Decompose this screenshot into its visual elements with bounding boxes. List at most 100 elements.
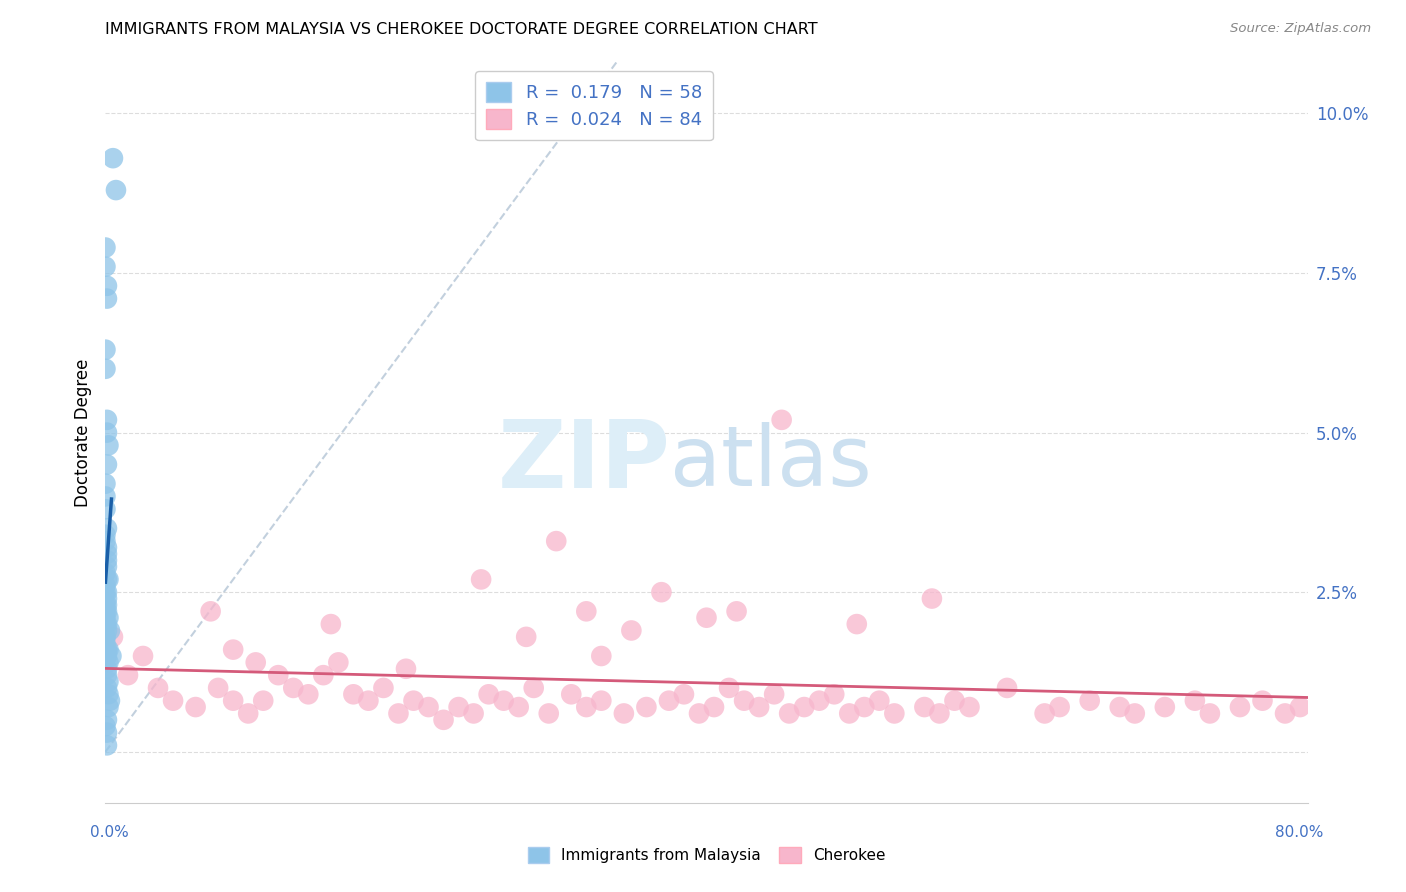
Point (912, 700, 935, 714)
Point (823, 687, 845, 701)
Point (96, 591, 118, 606)
Point (96, 521, 118, 535)
Point (1049, 700, 1071, 714)
Point (96, 598, 118, 612)
Point (591, 694, 613, 708)
Point (96, 413, 118, 427)
Point (1274, 706, 1296, 721)
Point (94, 617, 117, 632)
Point (96, 585, 118, 599)
Point (94, 343, 117, 357)
Point (94, 527, 117, 541)
Point (97, 687, 120, 701)
Point (688, 706, 710, 721)
Point (1123, 706, 1146, 721)
Point (523, 681, 546, 695)
Point (96, 292, 118, 306)
Point (432, 713, 454, 727)
Point (101, 151, 124, 165)
Point (96, 648, 118, 663)
Point (96, 624, 118, 638)
Point (928, 706, 950, 721)
Point (97, 610, 120, 624)
Point (868, 694, 890, 708)
Point (94, 636, 117, 650)
Point (101, 630, 124, 644)
Point (447, 700, 470, 714)
Point (100, 648, 122, 663)
Point (245, 656, 267, 670)
Point (478, 687, 501, 701)
Point (650, 585, 672, 599)
Point (808, 694, 831, 708)
Point (560, 687, 582, 701)
Point (838, 706, 860, 721)
Text: 80.0%: 80.0% (1275, 825, 1323, 839)
Point (342, 687, 364, 701)
Point (132, 648, 155, 663)
Point (575, 604, 598, 618)
Point (96, 425, 118, 440)
Point (222, 642, 245, 657)
Point (703, 700, 725, 714)
Point (402, 694, 425, 708)
Point (96, 278, 118, 293)
Point (94, 534, 117, 549)
Point (98, 694, 121, 708)
Point (98, 624, 121, 638)
Point (575, 700, 598, 714)
Point (1229, 700, 1251, 714)
Point (146, 681, 169, 695)
Point (96, 725, 118, 739)
Point (921, 591, 943, 606)
Point (94, 630, 117, 644)
Point (96, 642, 118, 657)
Point (94, 719, 117, 733)
Point (207, 681, 229, 695)
Point (97, 674, 120, 689)
Point (546, 534, 568, 549)
Point (117, 668, 139, 682)
Point (96, 681, 118, 695)
Point (1184, 694, 1206, 708)
Point (283, 681, 305, 695)
Point (97, 656, 120, 670)
Point (94, 598, 117, 612)
Point (96, 573, 118, 587)
Point (96, 713, 118, 727)
Text: Source: ZipAtlas.com: Source: ZipAtlas.com (1230, 22, 1371, 36)
Point (319, 617, 342, 632)
Point (1033, 706, 1056, 721)
Point (883, 706, 905, 721)
Point (267, 668, 290, 682)
Point (1251, 694, 1274, 708)
Point (959, 700, 981, 714)
Point (96, 458, 118, 472)
Point (1078, 694, 1101, 708)
Point (97, 438, 120, 452)
Point (94, 490, 117, 504)
Point (793, 700, 815, 714)
Point (1153, 700, 1175, 714)
Point (94, 604, 117, 618)
Point (96, 662, 118, 676)
Point (96, 617, 118, 632)
Point (658, 694, 681, 708)
Point (96, 604, 118, 618)
Point (778, 706, 800, 721)
Point (94, 630, 117, 644)
Point (94, 502, 117, 516)
Point (733, 694, 755, 708)
Text: atlas: atlas (671, 422, 872, 503)
Point (537, 706, 560, 721)
Point (184, 700, 207, 714)
Legend: Immigrants from Malaysia, Cherokee: Immigrants from Malaysia, Cherokee (522, 841, 891, 869)
Point (94, 579, 117, 593)
Point (995, 681, 1018, 695)
Point (696, 610, 718, 624)
Point (96, 739, 118, 753)
Point (492, 694, 515, 708)
Point (94, 585, 117, 599)
Point (591, 648, 613, 663)
Point (725, 604, 748, 618)
